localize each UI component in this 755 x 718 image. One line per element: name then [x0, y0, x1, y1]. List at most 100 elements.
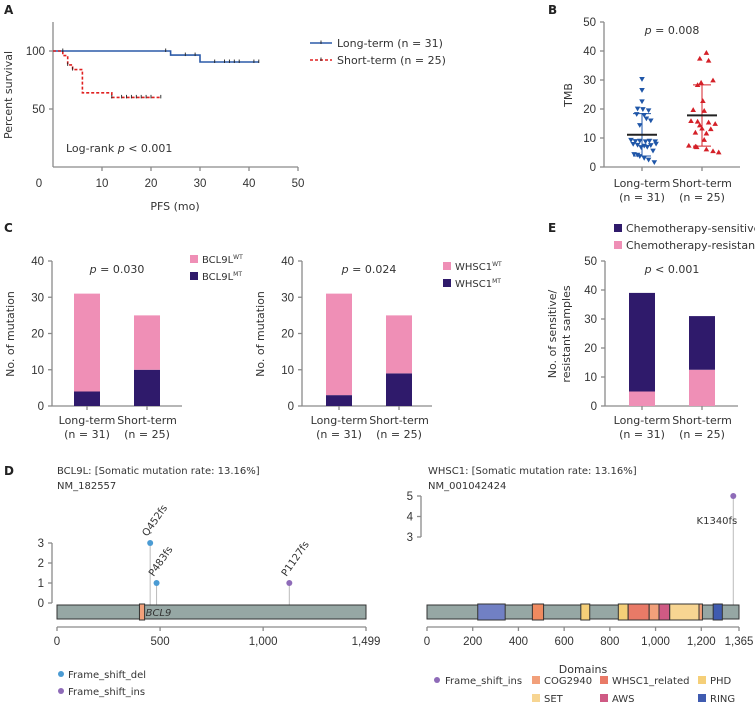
data-point: [651, 160, 658, 166]
data-point: [645, 108, 652, 114]
p-symbol: p: [89, 263, 97, 276]
legend-label: Chemotherapy-resistant: [626, 239, 755, 252]
x-tick-label: 50: [292, 178, 305, 190]
x-tick-label: 500: [150, 636, 169, 648]
x-tick-label: 1,200: [687, 636, 716, 648]
data-point: [648, 118, 654, 124]
y-tick-label: 30: [281, 292, 294, 304]
data-point: [705, 57, 712, 63]
x-tick-label: 1,000: [641, 636, 670, 648]
panel-label-a: A: [4, 3, 14, 17]
x-category-n: (n = 31): [64, 428, 110, 441]
bar-segment-chemotherapy-sensitive: [629, 292, 655, 392]
x-axis-label: PFS (mo): [150, 200, 199, 213]
x-tick-label: 800: [600, 636, 619, 648]
data-point: [645, 157, 652, 163]
data-point: [632, 139, 639, 144]
y-axis-label: No. of mutation: [4, 291, 17, 377]
data-point: [710, 148, 716, 154]
p-value: < 0.001: [125, 142, 173, 155]
y-tick-label: 1: [38, 578, 44, 590]
data-point: [690, 107, 696, 112]
bar-segment-wt: [74, 293, 100, 392]
panel-b-tmb-scatter: 0 10 20 30 40 50 TMB p = 0.008 Long-term(n = 31)…: [562, 17, 740, 204]
data-point: [699, 125, 705, 131]
data-point: [637, 154, 643, 159]
legend-label: AWS: [612, 694, 635, 705]
data-point: [634, 106, 641, 112]
x-category-n: (n = 25): [124, 428, 170, 441]
gene-title: WHSC1: [Somatic mutation rate: 13.16%]: [428, 466, 637, 477]
legend-swatch: [443, 279, 451, 287]
x-tick-label: 200: [463, 636, 482, 648]
x-tick-label: 0: [424, 636, 430, 648]
bar-segment-mt: [326, 395, 352, 406]
x-axis-label: Domains: [559, 663, 608, 676]
bar-segment-chemotherapy-resistant: [689, 369, 715, 406]
data-point: [644, 144, 651, 150]
annotation-prefix: Log-rank: [66, 142, 118, 155]
data-point: [643, 116, 650, 122]
legend-swatch: [190, 255, 198, 263]
domain-ring: [712, 603, 723, 621]
domain-whsc1_related: [627, 603, 650, 621]
legend-marker: [58, 688, 64, 694]
x-category-label: Short-term: [672, 414, 732, 427]
data-point: [641, 155, 647, 161]
panel-c-bcl9l-bar: 0 10 20 30 40 Long-term(n = 31) Short-term(n =…: [4, 254, 243, 441]
y-tick-label: 50: [583, 17, 596, 29]
mutation-label: Q452fs: [141, 503, 170, 539]
y-tick-label: 10: [584, 372, 597, 384]
p-symbol: p: [644, 263, 652, 276]
y-tick-label: 40: [583, 46, 596, 58]
mutation-label: P483fs: [147, 545, 175, 579]
bar-segment-mt: [74, 391, 100, 406]
p-value-annotation: p < 0.001: [644, 263, 700, 276]
y-tick-label: 20: [31, 329, 44, 341]
data-point: [639, 99, 645, 105]
protein-backbone: [56, 604, 367, 620]
x-category-n: (n = 31): [316, 428, 362, 441]
legend-swatch: [600, 694, 608, 702]
y-tick-label: 20: [281, 329, 294, 341]
legend-swatch: [614, 224, 622, 232]
legend-superscript: WT: [233, 254, 243, 261]
data-point: [630, 141, 636, 147]
data-point: [633, 112, 640, 117]
panel-label-c: C: [4, 221, 13, 235]
x-category-label: Short-term: [672, 177, 732, 190]
x-category-label: Short-term: [117, 414, 177, 427]
y-tick-label: 2: [38, 558, 44, 570]
data-point: [639, 88, 645, 93]
legend-superscript: WT: [492, 261, 502, 268]
panel-c-whsc1-bar: 0 10 20 30 40 Long-term(n = 31) Short-term(n =…: [254, 256, 502, 441]
gene-title: BCL9L: [Somatic mutation rate: 13.16%]: [57, 466, 260, 477]
legend-swatch: [443, 262, 451, 270]
y-tick-label: 50: [32, 104, 45, 116]
legend-label: WHSC1_related: [612, 676, 689, 687]
data-point: [653, 141, 659, 147]
domain-cog2940: [648, 603, 660, 621]
domain-msh6_like: [477, 603, 506, 621]
data-point: [637, 138, 643, 144]
lollipop-head-frame_shift_del: [147, 540, 154, 546]
legend-label: SET: [544, 694, 564, 705]
data-point: [692, 129, 699, 135]
y-tick-label: 30: [583, 75, 596, 87]
mutation-label: K1340fs: [697, 516, 738, 527]
x-category-label: Long-term: [59, 414, 116, 427]
domain-bcl9: [138, 603, 146, 621]
logrank-annotation: Log-rank p < 0.001: [66, 142, 172, 155]
bar-segment-wt: [134, 315, 160, 370]
data-point: [648, 143, 654, 148]
data-point: [693, 144, 700, 150]
data-point: [694, 82, 701, 88]
p-value-annotation: p = 0.008: [644, 24, 700, 37]
lollipop-head-frame_shift_ins: [286, 580, 293, 586]
bar-segment-mt: [134, 369, 160, 406]
legend-swatch: [614, 241, 622, 249]
y-tick-label: 3: [38, 538, 44, 550]
km-curve-short-term: [53, 50, 161, 99]
data-point: [703, 146, 710, 152]
y-tick-label: 0: [288, 401, 294, 413]
